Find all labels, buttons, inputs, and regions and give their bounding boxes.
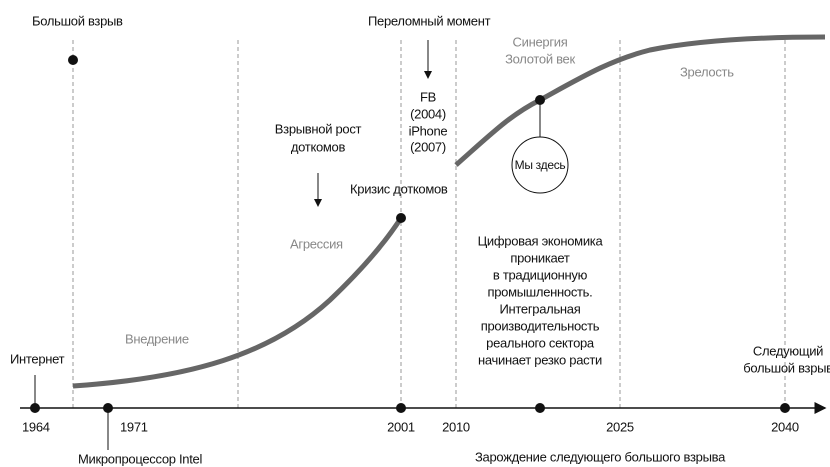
year-label: 1971 [120, 419, 148, 434]
point [396, 403, 406, 413]
description-line: реального сектора [486, 335, 595, 350]
point [30, 403, 40, 413]
label: доткомов [291, 139, 346, 154]
point [103, 403, 113, 413]
phase-label: Внедрение [125, 331, 189, 346]
label: Взрывной рост [275, 121, 362, 136]
phase-dividers [72, 40, 786, 408]
description-line: в традиционную [493, 267, 588, 282]
label: Кризис доткомов [350, 181, 448, 196]
label: (2007) [410, 139, 446, 154]
here-bubble [511, 136, 569, 194]
years: 1964 1971 2001 2010 2025 2040 [22, 419, 799, 434]
point [535, 403, 545, 413]
label: FB [420, 89, 436, 104]
year-label: 2040 [771, 419, 799, 434]
description-line: проникает [510, 250, 570, 265]
description-line: Цифровая экономика [478, 233, 604, 248]
label: Интернет [10, 351, 65, 366]
label: Переломный момент [368, 13, 491, 28]
phase-label: Золотой век [505, 51, 575, 66]
point [68, 55, 78, 65]
label: (2004) [410, 106, 446, 121]
description: Цифровая экономика проникает в традицион… [478, 233, 604, 367]
label: Мы здесь [515, 158, 566, 172]
year-label: 1964 [22, 419, 50, 434]
second-half-curve [454, 34, 826, 167]
label: Микропроцессор Intel [78, 451, 202, 466]
year-label: 2010 [442, 419, 470, 434]
point [780, 403, 790, 413]
description-line: производительность [481, 318, 600, 333]
description-line: промышленность. [488, 284, 593, 299]
points [30, 55, 790, 413]
point [396, 213, 406, 223]
phase-label: Синергия [513, 34, 568, 49]
label: iPhone [409, 123, 448, 138]
label: Большой взрыв [32, 13, 123, 28]
phase-label: Агрессия [290, 236, 343, 251]
label: Зарождение следующего большого взрыва [475, 449, 726, 464]
label: большой взрыв [743, 360, 830, 375]
description-line: начинает резко расти [478, 352, 602, 367]
label: Следующий [753, 343, 823, 358]
description-line: Интегральная [500, 301, 581, 316]
phase-label: Зрелость [680, 64, 734, 79]
first-half-curve [72, 216, 404, 389]
year-label: 2001 [387, 419, 415, 434]
year-label: 2025 [606, 419, 634, 434]
point [535, 95, 545, 105]
